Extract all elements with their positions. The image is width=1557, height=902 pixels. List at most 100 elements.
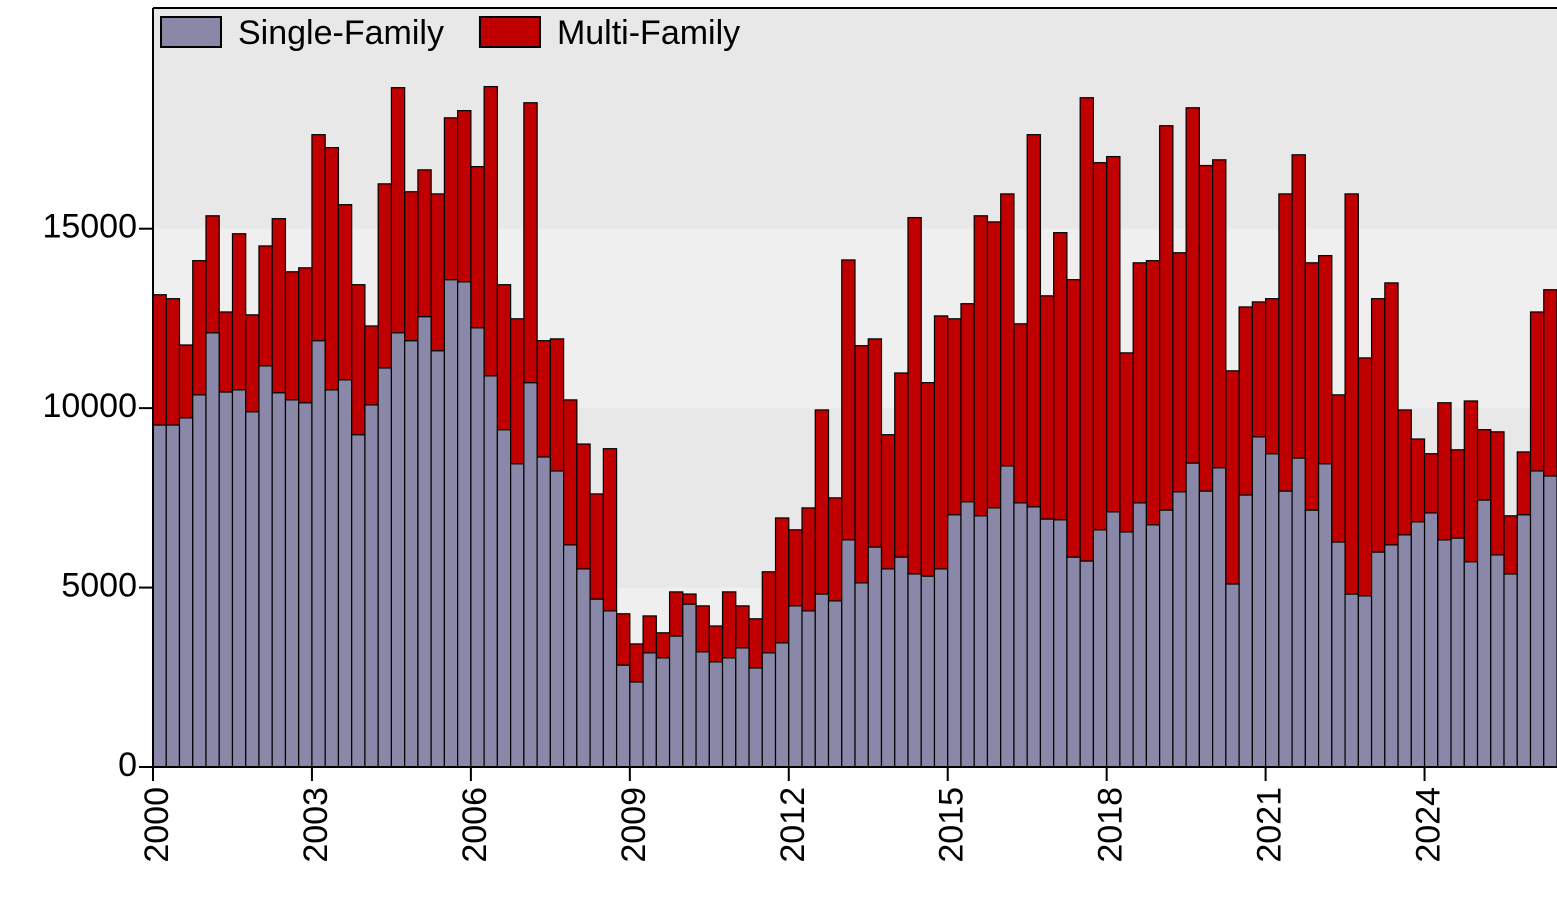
bar-segment	[1238, 494, 1253, 768]
x-tick-label: 2012	[774, 787, 812, 863]
bar-segment	[1410, 521, 1426, 768]
bar-segment	[801, 507, 816, 612]
bar-segment	[284, 271, 300, 401]
bar-segment	[576, 443, 591, 570]
x-tick-label: 2003	[297, 787, 335, 863]
bar-segment	[1344, 193, 1359, 595]
bar-segment	[536, 456, 551, 768]
bar-segment	[655, 657, 671, 768]
bar-segment	[1357, 595, 1373, 768]
bar-segment	[1503, 515, 1518, 575]
bar-segment	[854, 582, 869, 768]
bar-segment	[1159, 509, 1174, 768]
bar-segment	[1384, 544, 1399, 768]
bar-segment	[417, 169, 432, 318]
bar-segment	[165, 424, 181, 768]
bar-segment	[271, 392, 287, 768]
bar-segment	[947, 514, 962, 768]
bar-segment	[258, 365, 273, 768]
bar-segment	[1212, 159, 1227, 469]
bar-segment	[430, 193, 445, 352]
bar-segment	[218, 311, 234, 393]
bar-segment	[973, 215, 989, 517]
bar-segment	[1463, 561, 1479, 768]
bar-segment	[1013, 502, 1028, 768]
bar-segment	[1159, 125, 1174, 511]
bar-segment	[629, 643, 644, 683]
bar-segment	[1039, 518, 1055, 768]
bar-segment	[721, 657, 737, 768]
bar-segment	[298, 267, 313, 404]
bar-segment	[1119, 531, 1134, 768]
bar-segment	[1079, 560, 1095, 768]
bar-segment	[1397, 409, 1412, 536]
bar-segment	[920, 575, 936, 768]
bar-segment	[1304, 262, 1320, 511]
bar-segment	[1476, 429, 1492, 501]
bar-segment	[364, 325, 379, 406]
bar-segment	[1265, 453, 1280, 768]
bar-segment	[470, 166, 485, 329]
bar-segment	[1476, 499, 1492, 768]
bar-segment	[192, 260, 207, 396]
bar-segment	[351, 434, 366, 768]
bar-segment	[1053, 232, 1068, 521]
bar-segment	[655, 632, 671, 659]
x-tick-label: 2015	[933, 787, 971, 863]
bar-segment	[1225, 583, 1240, 768]
bar-segment	[761, 652, 777, 768]
bar-segment	[814, 409, 830, 595]
bar-segment	[1212, 467, 1227, 768]
x-tick-label: 2000	[138, 787, 176, 863]
bar-segment	[986, 221, 1002, 509]
bar-segment	[682, 593, 697, 605]
bar-segment	[1225, 370, 1240, 585]
bar-segment	[1410, 438, 1426, 523]
y-tick-label: 10000	[42, 387, 137, 425]
bar-segment	[589, 493, 604, 600]
bar-segment	[668, 635, 684, 768]
bar-segment	[907, 216, 922, 575]
bar-segment	[351, 284, 366, 436]
bar-segment	[1490, 431, 1505, 556]
bar-segment	[814, 593, 830, 768]
bar-segment	[735, 647, 750, 768]
bar-segment	[443, 117, 459, 281]
bar-segment	[1145, 260, 1161, 526]
x-tick-label: 2024	[1410, 787, 1448, 863]
bar-segment	[245, 411, 260, 768]
bar-segment	[894, 556, 909, 768]
bar-segment	[748, 667, 763, 768]
bar-segment	[1185, 107, 1200, 464]
bar-segment	[178, 417, 194, 768]
bar-segment	[152, 424, 167, 768]
bar-segment	[774, 517, 790, 644]
bar-segment	[920, 382, 936, 577]
bar-segment	[298, 402, 313, 768]
bar-segment	[576, 568, 591, 768]
bar-segment	[1370, 298, 1386, 553]
bar-segment	[1450, 449, 1465, 539]
bar-segment	[258, 245, 273, 367]
bar-segment	[960, 303, 975, 503]
bar-segment	[245, 314, 260, 413]
bar-segment	[880, 434, 896, 570]
bar-segment	[1132, 502, 1147, 768]
bar-segment	[1437, 539, 1452, 768]
bar-segment	[1092, 162, 1108, 531]
bar-segment	[1106, 511, 1121, 768]
bar-segment	[1397, 534, 1412, 768]
bar-segment	[311, 340, 326, 768]
bar-segment	[205, 215, 220, 334]
bar-segment	[563, 399, 578, 546]
bar-segment	[483, 85, 498, 377]
bar-segment	[695, 651, 710, 768]
bar-segment	[708, 625, 724, 663]
x-tick-label: 2006	[456, 787, 494, 863]
bar-segment	[774, 642, 790, 768]
bar-segment	[523, 102, 538, 384]
bar-segment	[1543, 475, 1557, 768]
bar-segment	[1251, 301, 1267, 438]
bar-segment	[1026, 134, 1042, 508]
